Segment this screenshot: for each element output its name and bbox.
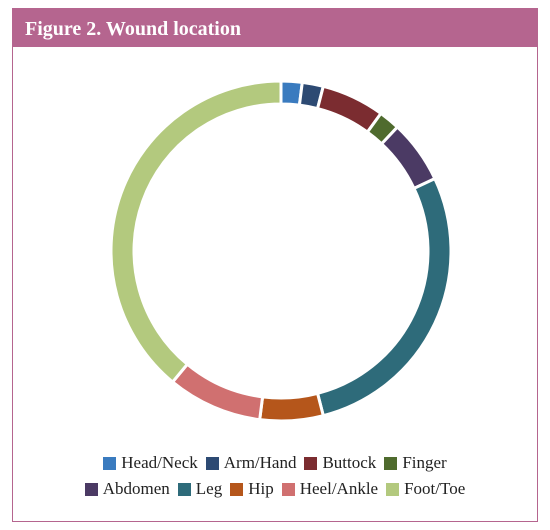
legend-label: Foot/Toe: [404, 479, 466, 498]
legend-label: Head/Neck: [121, 453, 198, 472]
title-bar: Figure 2. Wound location: [13, 9, 537, 47]
chart: [109, 79, 453, 423]
legend-swatch: [384, 456, 398, 470]
legend-item: Hip: [230, 479, 274, 499]
legend-swatch: [281, 482, 295, 496]
legend-item: Leg: [177, 479, 223, 499]
chart-title: Figure 2. Wound location: [25, 18, 241, 40]
donut-segment: [170, 362, 265, 422]
legend-label: Arm/Hand: [223, 453, 297, 472]
legend-swatch: [230, 482, 244, 496]
legend: Head/Neck Arm/Hand Buttock Finger Abdomen Leg…: [13, 453, 537, 505]
legend-row: Head/Neck Arm/Hand Buttock Finger: [13, 453, 537, 473]
legend-label: Finger: [402, 453, 447, 472]
legend-row: Abdomen Leg Hip Heel/Ankle Foot/Toe: [13, 479, 537, 499]
donut-segment: [109, 79, 283, 385]
legend-label: Heel/Ankle: [299, 479, 379, 498]
legend-item: Finger: [384, 453, 447, 473]
legend-item: Abdomen: [84, 479, 170, 499]
legend-swatch: [304, 456, 318, 470]
legend-label: Leg: [195, 479, 223, 498]
donut-segment: [379, 124, 437, 191]
legend-label: Hip: [248, 479, 274, 498]
legend-item: Heel/Ankle: [281, 479, 379, 499]
legend-item: Foot/Toe: [386, 479, 465, 499]
figure: Figure 2. Wound location Head/Neck Arm/Ha…: [12, 8, 538, 522]
legend-item: Buttock: [304, 453, 376, 473]
legend-label: Buttock: [322, 453, 377, 472]
legend-swatch: [205, 456, 219, 470]
legend-item: Arm/Hand: [205, 453, 297, 473]
legend-swatch: [386, 482, 400, 496]
legend-swatch: [84, 482, 98, 496]
legend-swatch: [177, 482, 191, 496]
donut-segment: [315, 176, 453, 418]
legend-item: Head/Neck: [103, 453, 198, 473]
legend-label: Abdomen: [102, 479, 170, 498]
legend-swatch: [103, 456, 117, 470]
donut-segment: [258, 391, 326, 423]
